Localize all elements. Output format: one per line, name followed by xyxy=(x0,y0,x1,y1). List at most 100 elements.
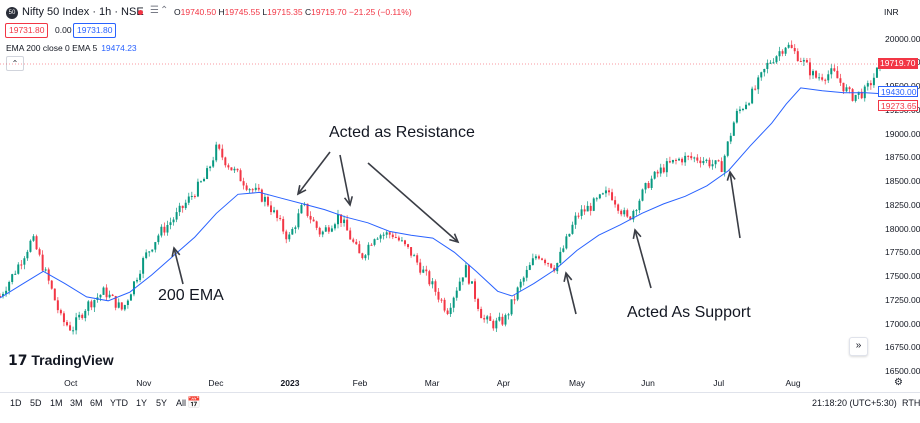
annotation-arrow xyxy=(729,171,741,239)
timeframe-button[interactable]: All xyxy=(176,398,187,408)
candle-body xyxy=(324,227,327,232)
collapse-legend-button[interactable]: ⌃ xyxy=(6,56,24,71)
candle-body xyxy=(510,299,513,315)
candle-body xyxy=(461,277,464,282)
candle-body xyxy=(382,234,385,236)
candle-body xyxy=(708,159,711,167)
candle-body xyxy=(239,170,242,182)
candle-body xyxy=(254,187,257,190)
candles-layer xyxy=(0,40,881,335)
nifty-logo-icon: 50 xyxy=(6,7,18,19)
timeframe-button[interactable]: 1D xyxy=(10,398,22,408)
candle-body xyxy=(589,205,592,211)
indicator-legend[interactable]: EMA 200 close 0 EMA 5 19474.23 xyxy=(6,43,137,53)
candle-body xyxy=(318,227,321,235)
candle-body xyxy=(0,296,1,297)
candle-body xyxy=(772,62,775,64)
compare-icon[interactable]: ☰ xyxy=(150,5,159,16)
candle-body xyxy=(397,237,400,241)
candle-body xyxy=(11,274,14,282)
y-tick-label: 18500.00 xyxy=(885,176,920,186)
timeframe-button[interactable]: 1Y xyxy=(136,398,148,408)
candle-body xyxy=(458,281,461,291)
candle-body xyxy=(714,160,717,165)
candle-body xyxy=(419,262,422,273)
candle-body xyxy=(702,160,705,164)
timeframe-button[interactable]: 5Y xyxy=(156,398,168,408)
candle-body xyxy=(233,168,236,171)
candle-body xyxy=(428,271,431,285)
candle-body xyxy=(315,221,318,228)
candle-body xyxy=(498,316,501,321)
candle-body xyxy=(577,215,580,217)
timeframe-button[interactable]: 5D xyxy=(30,398,42,408)
candle-body xyxy=(845,87,848,92)
candle-body xyxy=(20,264,23,266)
candle-body xyxy=(617,204,620,211)
candle-body xyxy=(519,281,522,288)
candle-body xyxy=(367,244,370,256)
candle-body xyxy=(754,88,757,90)
candle-body xyxy=(352,239,355,242)
candle-body xyxy=(635,210,638,212)
timeframe-button[interactable]: YTD xyxy=(110,398,128,408)
y-tick-label: 19000.00 xyxy=(885,128,920,139)
candle-body xyxy=(300,205,303,214)
candle-body xyxy=(84,310,87,319)
session-toggle[interactable]: RTH xyxy=(902,398,920,408)
x-tick-label: Jul xyxy=(713,378,725,388)
candle-body xyxy=(815,71,818,78)
candle-body xyxy=(464,265,467,278)
timeframe-button[interactable]: 1M xyxy=(50,398,63,408)
candle-body xyxy=(142,258,145,274)
candle-body xyxy=(522,277,525,282)
clock-readout[interactable]: 21:18:20 (UTC+5:30) xyxy=(812,398,897,408)
candle-body xyxy=(260,189,263,202)
candle-body xyxy=(221,148,224,158)
indicator-value: 19474.23 xyxy=(101,43,137,53)
calendar-range-icon[interactable]: 📅 xyxy=(187,397,201,409)
candle-body xyxy=(662,167,665,173)
settings-gear-icon[interactable]: ⚙ xyxy=(894,377,903,388)
candle-body xyxy=(766,62,769,69)
candle-body xyxy=(23,258,26,265)
symbol-title[interactable]: Nifty 50 Index · 1h · NSE xyxy=(22,6,144,18)
candle-body xyxy=(821,77,824,80)
candle-body xyxy=(336,214,339,225)
candle-body xyxy=(132,281,135,295)
tradingview-logo[interactable]: 𝟭𝟳 TradingView xyxy=(8,352,114,369)
candle-body xyxy=(812,71,815,76)
candle-body xyxy=(705,159,708,161)
candle-body xyxy=(29,240,32,252)
scroll-to-realtime-button[interactable]: » xyxy=(849,337,868,356)
candle-body xyxy=(321,231,324,235)
candle-body xyxy=(443,299,446,311)
chevron-up-icon[interactable]: ⌃ xyxy=(160,5,169,16)
candle-body xyxy=(745,104,748,109)
x-tick-label: Aug xyxy=(785,378,801,388)
x-tick-label: Dec xyxy=(208,378,224,388)
resistance-annotation: Acted as Resistance xyxy=(329,124,475,141)
sell-price-button[interactable]: 19731.80 xyxy=(5,23,49,38)
x-tick-label: Nov xyxy=(136,378,152,388)
candle-body xyxy=(690,156,693,159)
candle-body xyxy=(53,288,56,301)
timeframe-button[interactable]: 6M xyxy=(90,398,103,408)
buy-price-button[interactable]: 19731.80 xyxy=(73,23,117,38)
currency-label[interactable]: INR xyxy=(884,7,899,17)
annotation-arrows xyxy=(171,151,741,315)
candle-body xyxy=(455,290,458,298)
market-status-dot xyxy=(138,10,143,15)
candle-body xyxy=(172,219,175,223)
candle-body xyxy=(595,198,598,200)
candle-body xyxy=(282,219,285,232)
y-tick-label: 16750.00 xyxy=(885,342,920,353)
candle-body xyxy=(44,269,47,271)
timeframe-button[interactable]: 3M xyxy=(70,398,83,408)
candle-body xyxy=(775,56,778,63)
support-annotation: Acted As Support xyxy=(627,304,751,321)
candle-body xyxy=(403,240,406,245)
candle-body xyxy=(565,236,568,249)
candle-body xyxy=(47,269,50,281)
